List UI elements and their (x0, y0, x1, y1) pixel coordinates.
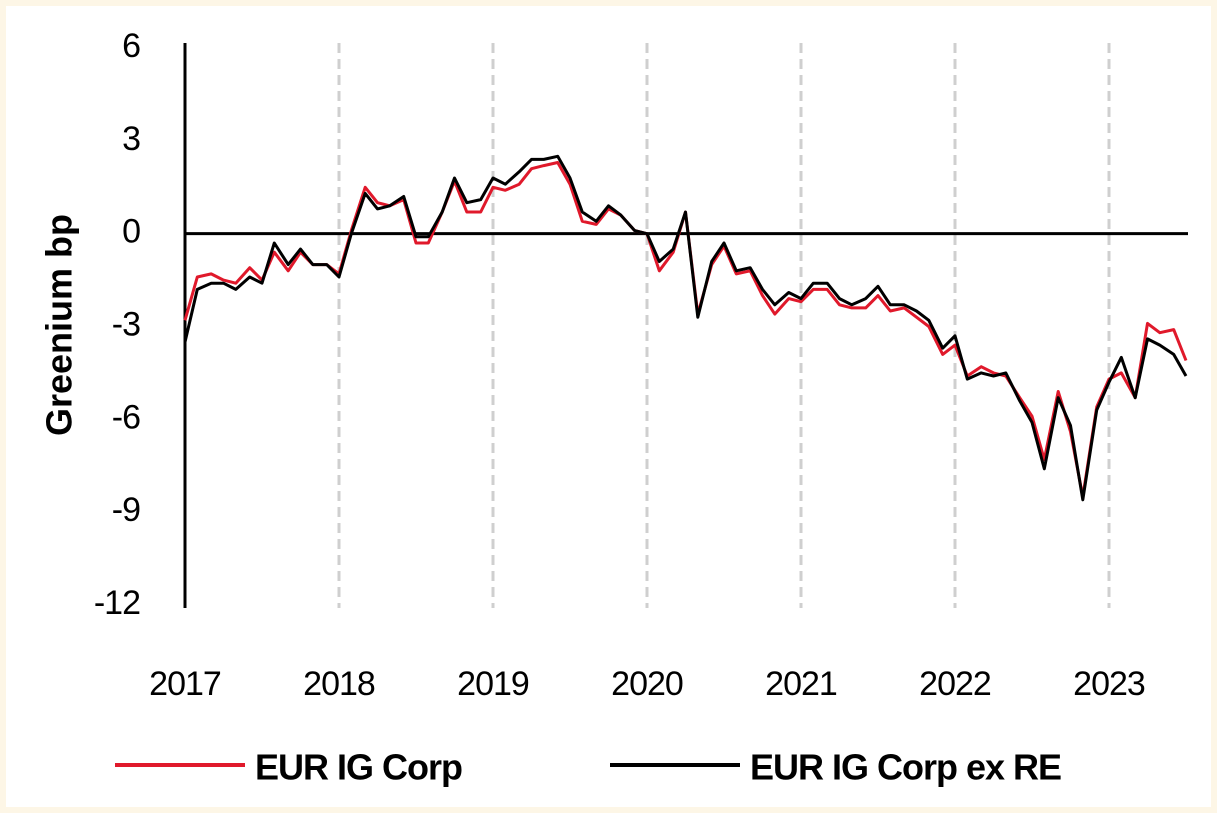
y-axis-title: Greenium bp (39, 214, 80, 436)
y-tick-label: 6 (122, 27, 140, 65)
x-tick-label: 2022 (919, 665, 991, 703)
y-tick-label: -3 (112, 305, 140, 343)
legend-label: EUR IG Corp ex RE (750, 747, 1061, 788)
x-tick-label: 2023 (1073, 665, 1145, 703)
y-tick-label: -12 (94, 584, 140, 622)
x-tick-label: 2017 (149, 665, 221, 703)
y-tick-label: 0 (122, 213, 140, 251)
legend-label: EUR IG Corp (255, 747, 462, 788)
series-line (183, 154, 1188, 502)
x-tick-label: 2021 (765, 665, 837, 703)
x-tick-label: 2018 (303, 665, 375, 703)
y-tick-label: -9 (112, 491, 140, 529)
x-tick-label: 2020 (611, 665, 683, 703)
x-tick-label: 2019 (457, 665, 529, 703)
y-tick-label: 3 (122, 120, 140, 158)
y-tick-label: -6 (112, 398, 140, 436)
plot-background (6, 6, 1211, 807)
